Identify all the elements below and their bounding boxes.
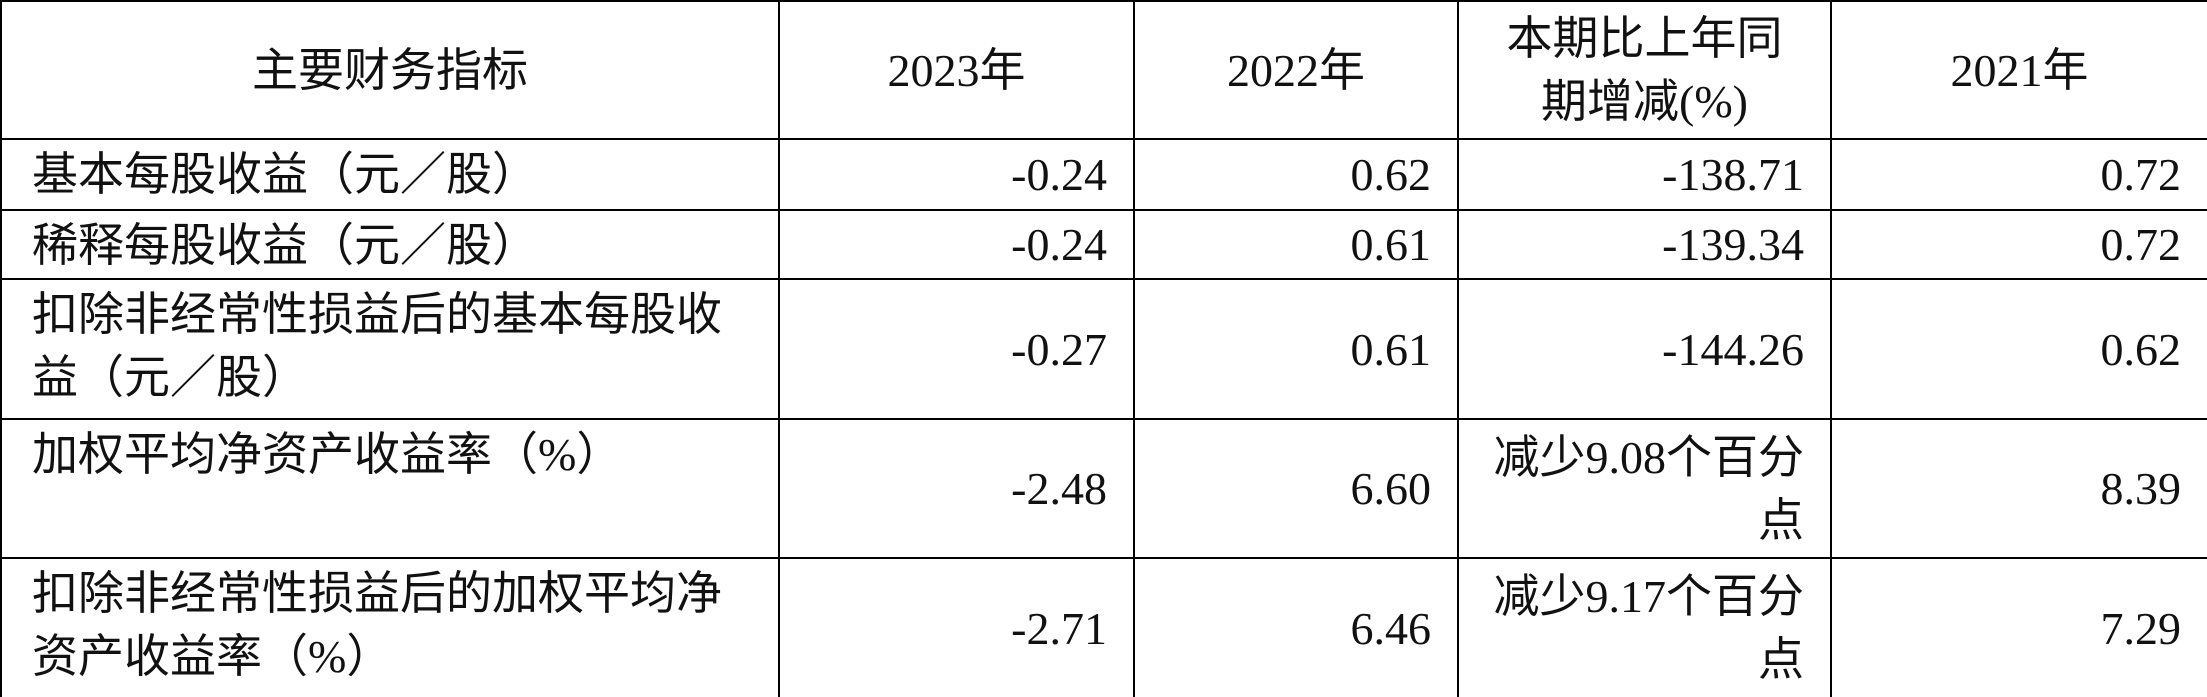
- value-cell: -0.24: [778, 209, 1135, 280]
- data-row: 扣除非经常性损益后的加权平均净资产收益率（%） -2.71 6.46 减少9.17个百…: [0, 557, 2207, 697]
- row-label: 扣除非经常性损益后的基本每股收益（元／股）: [0, 278, 780, 420]
- header-cell: 2023年: [778, 0, 1135, 140]
- row-label: 扣除非经常性损益后的加权平均净资产收益率（%）: [0, 557, 780, 697]
- value-cell: 0.72: [1830, 209, 2207, 280]
- value-cell: -2.71: [778, 557, 1135, 697]
- value-cell: 7.29: [1830, 557, 2207, 697]
- value-cell: -0.24: [778, 138, 1135, 211]
- data-row: 稀释每股收益（元／股） -0.24 0.61 -139.34 0.72: [0, 209, 2207, 280]
- value-cell: -138.71: [1457, 138, 1832, 211]
- value-cell: 0.72: [1830, 138, 2207, 211]
- header-cell: 2022年: [1133, 0, 1459, 140]
- row-label: 基本每股收益（元／股）: [0, 138, 780, 211]
- value-cell: 减少9.17个百分点: [1457, 557, 1832, 697]
- data-row: 基本每股收益（元／股） -0.24 0.62 -138.71 0.72: [0, 138, 2207, 211]
- header-cell: 2021年: [1830, 0, 2207, 140]
- value-cell: 减少9.08个百分点: [1457, 418, 1832, 559]
- header-cell: 本期比上年同期增减(%): [1457, 0, 1832, 140]
- row-label: 加权平均净资产收益率（%）: [0, 418, 780, 559]
- value-cell: -2.48: [778, 418, 1135, 559]
- value-cell: -139.34: [1457, 209, 1832, 280]
- value-cell: 0.62: [1133, 138, 1459, 211]
- value-cell: -144.26: [1457, 278, 1832, 420]
- value-cell: 0.61: [1133, 278, 1459, 420]
- value-cell: 6.60: [1133, 418, 1459, 559]
- data-row: 加权平均净资产收益率（%） -2.48 6.60 减少9.08个百分点 8.39: [0, 418, 2207, 559]
- row-label: 稀释每股收益（元／股）: [0, 209, 780, 280]
- header-row: 主要财务指标 2023年 2022年 本期比上年同期增减(%) 2021年: [0, 0, 2207, 140]
- value-cell: 0.62: [1830, 278, 2207, 420]
- data-row: 扣除非经常性损益后的基本每股收益（元／股） -0.27 0.61 -144.26 0.6…: [0, 278, 2207, 420]
- value-cell: 6.46: [1133, 557, 1459, 697]
- header-cell: 主要财务指标: [0, 0, 780, 140]
- value-cell: -0.27: [778, 278, 1135, 420]
- value-cell: 0.61: [1133, 209, 1459, 280]
- value-cell: 8.39: [1830, 418, 2207, 559]
